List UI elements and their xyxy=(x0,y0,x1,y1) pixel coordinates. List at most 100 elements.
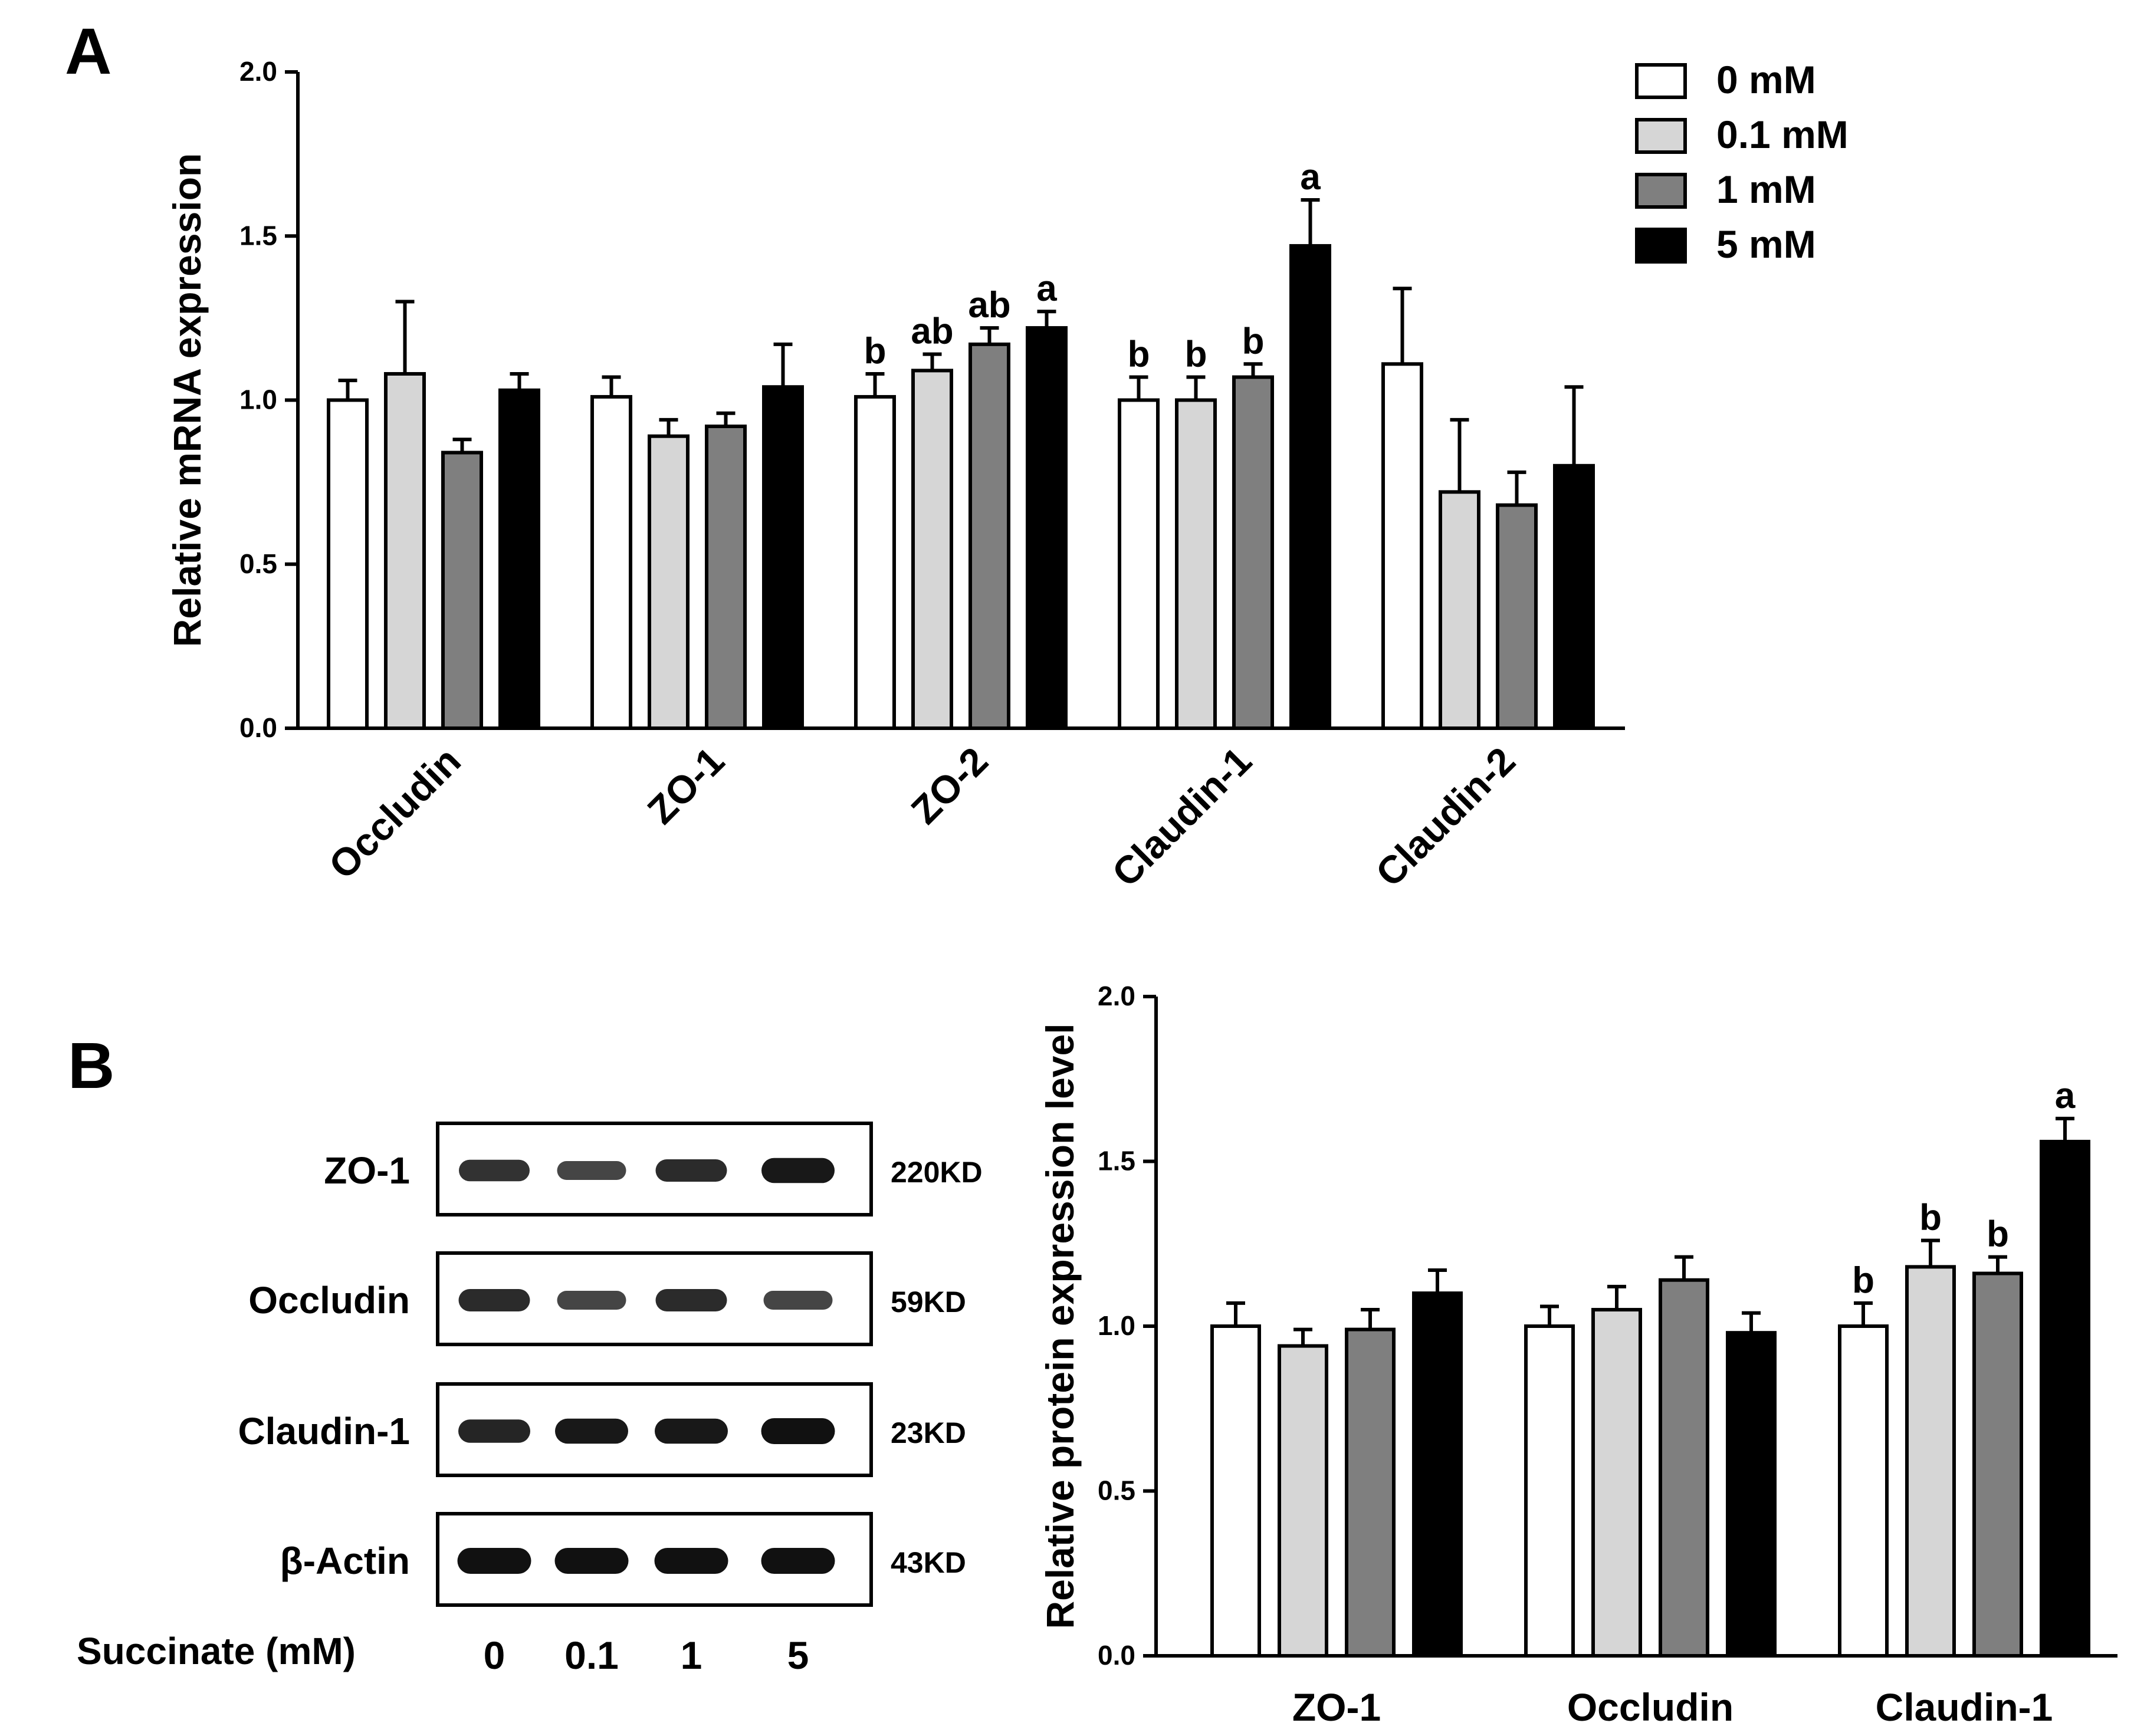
western-blot: ZO-1 220KD Occludin 59KD Claudin-1 23KD β-Acti… xyxy=(77,1122,983,1677)
blot-size-label: 59KD xyxy=(891,1285,966,1319)
y-axis-label: Relative mRNA expression xyxy=(165,153,209,647)
x-tick-label: Claudin-1 xyxy=(1104,739,1260,895)
bar xyxy=(1289,244,1331,730)
blot-band xyxy=(458,1419,530,1443)
blot-band xyxy=(655,1418,728,1444)
legend-label: 5 mM xyxy=(1716,222,1816,266)
bar xyxy=(1026,326,1068,730)
significance-label: b xyxy=(864,331,887,371)
blot-band xyxy=(554,1548,629,1574)
lanes-title: Succinate (mM) xyxy=(77,1630,356,1672)
legend-swatch xyxy=(1635,63,1687,99)
bar xyxy=(1278,1344,1328,1658)
lane-label: 5 xyxy=(787,1633,809,1677)
blot-band xyxy=(557,1161,626,1180)
blot-band xyxy=(655,1159,727,1182)
blot-protein-label: Occludin xyxy=(248,1279,410,1321)
blot-size-label: 43KD xyxy=(891,1546,966,1579)
bar xyxy=(590,394,632,730)
blot-band xyxy=(763,1291,833,1310)
bar xyxy=(1972,1271,2023,1658)
significance-label: a xyxy=(1300,157,1321,198)
legend-swatch xyxy=(1635,228,1687,264)
y-tick-label: 2.0 xyxy=(1098,981,1135,1011)
x-tick-label: Occludin xyxy=(1567,1685,1734,1729)
y-tick-label: 1.5 xyxy=(1098,1146,1135,1176)
bar xyxy=(1726,1331,1777,1658)
significance-label: b xyxy=(1987,1214,2009,1255)
significance-label: ab xyxy=(911,311,953,352)
y-tick-label: 0.0 xyxy=(239,712,277,743)
y-tick-label: 0.0 xyxy=(1098,1640,1135,1671)
legend-swatch xyxy=(1635,173,1687,209)
bar xyxy=(1439,490,1480,730)
bar xyxy=(1553,463,1595,730)
panel-label-a: A xyxy=(65,15,111,88)
y-tick-label: 0.5 xyxy=(1098,1475,1135,1506)
blot-band xyxy=(655,1289,727,1311)
bar xyxy=(705,425,747,731)
blot-protein-label: β-Actin xyxy=(280,1540,410,1582)
bar xyxy=(854,394,896,730)
bar xyxy=(384,371,426,730)
significance-label: ab xyxy=(968,285,1010,326)
blot-protein-label: Claudin-1 xyxy=(238,1410,410,1452)
blot-band xyxy=(761,1548,835,1574)
bar xyxy=(1345,1327,1396,1658)
bar xyxy=(1496,503,1538,731)
blot-size-label: 220KD xyxy=(891,1156,983,1189)
chart-a-mrna: 0.0 0.5 1.0 1.5 2.0 Relative mRNA expression O… xyxy=(165,56,1625,895)
y-tick-label: 1.5 xyxy=(239,220,277,251)
blot-protein-label: ZO-1 xyxy=(324,1149,410,1192)
blot-band xyxy=(557,1291,626,1310)
blot-band xyxy=(555,1418,628,1444)
lane-label: 0.1 xyxy=(564,1633,619,1677)
blot-size-label: 23KD xyxy=(891,1416,966,1449)
bar xyxy=(1118,398,1160,730)
y-tick-label: 1.0 xyxy=(1098,1310,1135,1341)
lane-label: 1 xyxy=(681,1633,702,1677)
legend-label: 1 mM xyxy=(1716,167,1816,211)
bar xyxy=(1838,1324,1889,1658)
x-tick-label: Claudin-2 xyxy=(1367,739,1524,895)
x-tick-label: ZO-2 xyxy=(902,739,996,833)
legend: 0 mM 0.1 mM 1 mM 5 mM xyxy=(1635,58,1849,266)
legend-label: 0.1 mM xyxy=(1716,113,1849,156)
bar xyxy=(327,398,369,730)
blot-band xyxy=(761,1158,835,1183)
x-tick-label: Occludin xyxy=(320,739,469,887)
blot-band xyxy=(654,1548,728,1574)
significance-label: b xyxy=(1242,321,1265,361)
bar xyxy=(498,388,540,730)
bar xyxy=(1524,1324,1575,1658)
bar xyxy=(1175,398,1217,730)
legend-label: 0 mM xyxy=(1716,58,1816,101)
bar xyxy=(1412,1291,1463,1658)
bar xyxy=(762,385,804,730)
bar xyxy=(1905,1265,1956,1658)
blot-band xyxy=(458,1289,530,1311)
bar xyxy=(1210,1324,1261,1658)
legend-swatch xyxy=(1635,118,1687,154)
panel-label-b: B xyxy=(68,1030,114,1102)
x-tick-label: ZO-1 xyxy=(1292,1685,1381,1729)
bar xyxy=(1659,1278,1709,1658)
chart-b-protein: 0.0 0.5 1.0 1.5 2.0 Relative protein expressi… xyxy=(1038,981,2117,1729)
significance-label: b xyxy=(1185,334,1207,375)
x-tick-label: Claudin-1 xyxy=(1876,1685,2053,1729)
bar xyxy=(968,342,1010,730)
significance-label: a xyxy=(2055,1076,2076,1116)
y-tick-label: 0.5 xyxy=(239,548,277,579)
y-tick-label: 2.0 xyxy=(239,56,277,87)
bar xyxy=(2040,1139,2090,1658)
blot-band xyxy=(457,1548,531,1574)
bar xyxy=(1591,1308,1642,1658)
significance-label: a xyxy=(1036,268,1057,309)
bar xyxy=(1381,362,1423,730)
bar xyxy=(911,369,953,730)
bar xyxy=(1232,375,1274,730)
y-tick-label: 1.0 xyxy=(239,384,277,415)
significance-label: b xyxy=(1852,1260,1874,1301)
bar xyxy=(648,434,690,731)
